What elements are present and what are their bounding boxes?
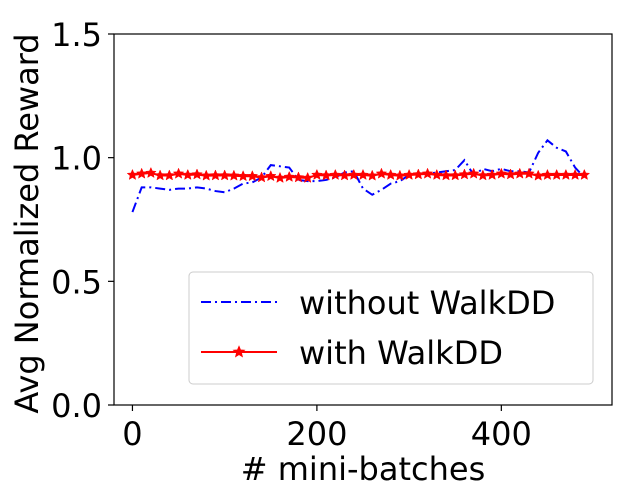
data-point-star (541, 168, 554, 180)
data-point-star (154, 169, 166, 181)
data-point-star (458, 168, 471, 180)
data-point-star (357, 168, 369, 180)
data-point-star (375, 167, 388, 179)
data-point-star (338, 169, 351, 181)
series-line-0 (131, 138, 586, 213)
data-point-star (329, 168, 342, 180)
data-point-star (163, 169, 176, 181)
y-tick-label: 0.5 (51, 263, 102, 301)
data-point-star (560, 168, 572, 180)
data-point-star (421, 167, 434, 179)
data-point-star (246, 170, 259, 182)
x-tick-label: 200 (286, 415, 347, 453)
data-point-star (449, 169, 462, 181)
x-tick-label: 0 (122, 415, 142, 453)
data-point-star (181, 168, 194, 180)
data-point-star (200, 169, 213, 181)
data-point-star (218, 169, 231, 181)
data-point-star (532, 169, 545, 181)
axes: 0 200 400 0.0 0.5 1.0 1.5 (51, 16, 613, 453)
y-tick-label: 0.0 (51, 387, 102, 425)
data-point-star (292, 171, 305, 183)
legend: without WalkDD with WalkDD (188, 271, 594, 385)
data-point-star (412, 168, 425, 180)
data-point-star (255, 171, 268, 183)
data-point-star (486, 168, 498, 180)
legend-box (188, 271, 594, 385)
y-tick-label: 1.0 (51, 140, 102, 178)
data-point-star (209, 169, 222, 181)
data-point-star (301, 171, 314, 183)
data-point-star (523, 167, 535, 179)
y-axis-title: Avg Normalized Reward (8, 33, 46, 413)
data-point-star (394, 169, 406, 181)
data-point-star (504, 168, 517, 180)
legend-label-without-walkdd: without WalkDD (299, 284, 555, 322)
data-point-star (403, 168, 415, 180)
data-point-star (191, 168, 203, 180)
plot-frame (113, 33, 613, 406)
legend-label-with-walkdd: with WalkDD (299, 334, 503, 372)
data-point-star (513, 167, 526, 179)
data-point-star (237, 170, 249, 182)
data-point-star (264, 170, 277, 182)
data-point-star (320, 169, 332, 181)
data-point-star (145, 166, 157, 178)
data-point-star (366, 169, 379, 181)
x-axis-title: # mini-batches (241, 450, 485, 488)
data-point-star (135, 167, 148, 179)
data-point-star (283, 170, 296, 182)
plot-area (126, 138, 591, 213)
data-point-star (228, 169, 240, 181)
data-point-star (550, 168, 563, 180)
legend-star-marker (232, 345, 246, 358)
data-point-star (430, 168, 443, 180)
data-point-star (172, 167, 185, 179)
data-point-star (467, 167, 480, 179)
x-tick-label: 400 (471, 415, 532, 453)
data-point-star (578, 168, 591, 180)
data-point-star (384, 168, 397, 180)
data-point-star (274, 171, 286, 183)
y-tick-label: 1.5 (51, 16, 102, 54)
data-point-star (495, 167, 508, 179)
data-point-star (126, 168, 139, 180)
data-point-star (477, 169, 489, 181)
data-point-star (311, 168, 323, 180)
